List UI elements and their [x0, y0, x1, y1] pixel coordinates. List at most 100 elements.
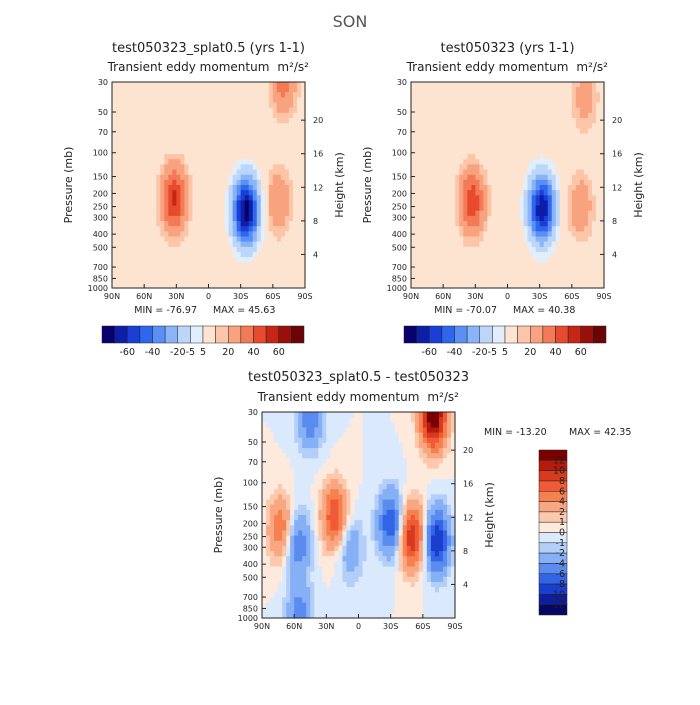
- heatmap-cell: [253, 216, 258, 222]
- heatmap-cell: [172, 252, 177, 258]
- heatmap-cell: [475, 252, 480, 258]
- heatmap-cell: [572, 200, 577, 206]
- heatmap-cell: [269, 128, 274, 134]
- heatmap-cell: [580, 247, 585, 253]
- heatmap-cell: [532, 134, 537, 140]
- heatmap-cell: [395, 427, 400, 433]
- heatmap-cell: [512, 262, 517, 268]
- heatmap-cell: [297, 108, 302, 114]
- heatmap-cell: [588, 206, 593, 212]
- heatmap-cell: [164, 278, 169, 284]
- heatmap-cell: [427, 221, 432, 227]
- heatmap-cell: [298, 505, 303, 511]
- heatmap-cell: [371, 484, 376, 490]
- heatmap-cell: [443, 458, 448, 464]
- heatmap-cell: [294, 422, 299, 428]
- heatmap-cell: [120, 247, 125, 253]
- heatmap-cell: [443, 185, 448, 191]
- heatmap-cell: [443, 427, 448, 433]
- heatmap-cell: [172, 190, 177, 196]
- heatmap-cell: [495, 226, 500, 232]
- heatmap-cell: [443, 200, 448, 206]
- heatmap-cell: [148, 113, 153, 119]
- heatmap-cell: [411, 159, 416, 165]
- heatmap-cell: [588, 170, 593, 176]
- heatmap-cell: [556, 195, 561, 201]
- heatmap-cell: [540, 144, 545, 150]
- heatmap-cell: [371, 464, 376, 470]
- heatmap-cell: [257, 231, 262, 237]
- heatmap-cell: [491, 108, 496, 114]
- colorbar-swatch: [593, 326, 606, 343]
- heatmap-cell: [289, 206, 294, 212]
- heatmap-cell: [156, 108, 161, 114]
- heatmap-cell: [459, 159, 464, 165]
- heatmap-cell: [407, 494, 412, 500]
- heatmap-cell: [568, 92, 573, 98]
- heatmap-cell: [499, 139, 504, 145]
- heatmap-cell: [217, 108, 222, 114]
- heatmap-cell: [415, 154, 420, 160]
- heatmap-cell: [491, 237, 496, 243]
- colorbar-swatch: [190, 326, 203, 343]
- heatmap-cell: [160, 113, 165, 119]
- heatmap-cell: [293, 175, 298, 181]
- colorbar-swatch: [480, 326, 493, 343]
- heatmap-cell: [359, 422, 364, 428]
- heatmap-cell: [427, 190, 432, 196]
- heatmap-cell: [168, 216, 173, 222]
- heatmap-cell: [225, 278, 230, 284]
- heatmap-cell: [229, 134, 234, 140]
- heatmap-cell: [274, 412, 279, 418]
- heatmap-cell: [225, 82, 230, 88]
- heatmap-cell: [512, 159, 517, 165]
- colorbar-swatch: [254, 326, 267, 343]
- heatmap-cell: [471, 242, 476, 248]
- heatmap-cell: [136, 185, 141, 191]
- heatmap-cell: [281, 237, 286, 243]
- heatmap-cell: [580, 134, 585, 140]
- heatmap-cell: [435, 489, 440, 495]
- heatmap-cell: [262, 510, 267, 516]
- heatmap-cell: [391, 505, 396, 511]
- panel-subtitle: Transient eddy momentum: [257, 390, 420, 404]
- heatmap-cell: [491, 87, 496, 93]
- heatmap-cell: [532, 118, 537, 124]
- heatmap-cell: [584, 216, 589, 222]
- heatmap-cell: [286, 422, 291, 428]
- heatmap-cell: [544, 113, 549, 119]
- heatmap-cell: [285, 267, 290, 273]
- heatmap-cell: [229, 221, 234, 227]
- heatmap-cell: [241, 92, 246, 98]
- heatmap-cell: [508, 123, 513, 129]
- heatmap-cell: [552, 262, 557, 268]
- heatmap-cell: [552, 82, 557, 88]
- heatmap-cell: [168, 164, 173, 170]
- heatmap-cell: [487, 87, 492, 93]
- heatmap-cell: [213, 149, 218, 155]
- heatmap-cell: [156, 211, 161, 217]
- heatmap-cell: [495, 252, 500, 258]
- heatmap-cell: [265, 221, 270, 227]
- heatmap-cell: [399, 427, 404, 433]
- heatmap-cell: [245, 252, 250, 258]
- heatmap-cell: [342, 453, 347, 459]
- heatmap-cell: [491, 103, 496, 109]
- heatmap-cell: [415, 257, 420, 263]
- heatmap-cell: [592, 113, 597, 119]
- heatmap-cell: [431, 134, 436, 140]
- heatmap-cell: [261, 206, 266, 212]
- heatmap-cell: [588, 221, 593, 227]
- heatmap-cell: [580, 211, 585, 217]
- heatmap-cell: [427, 82, 432, 88]
- heatmap-cell: [471, 216, 476, 222]
- heatmap-cell: [568, 154, 573, 160]
- heatmap-cell: [447, 180, 452, 186]
- heatmap-cell: [495, 247, 500, 253]
- heatmap-cell: [520, 237, 525, 243]
- heatmap-cell: [544, 92, 549, 98]
- heatmap-cell: [229, 92, 234, 98]
- heatmap-cell: [451, 211, 456, 217]
- heatmap-cell: [298, 474, 303, 480]
- heatmap-cell: [455, 149, 460, 155]
